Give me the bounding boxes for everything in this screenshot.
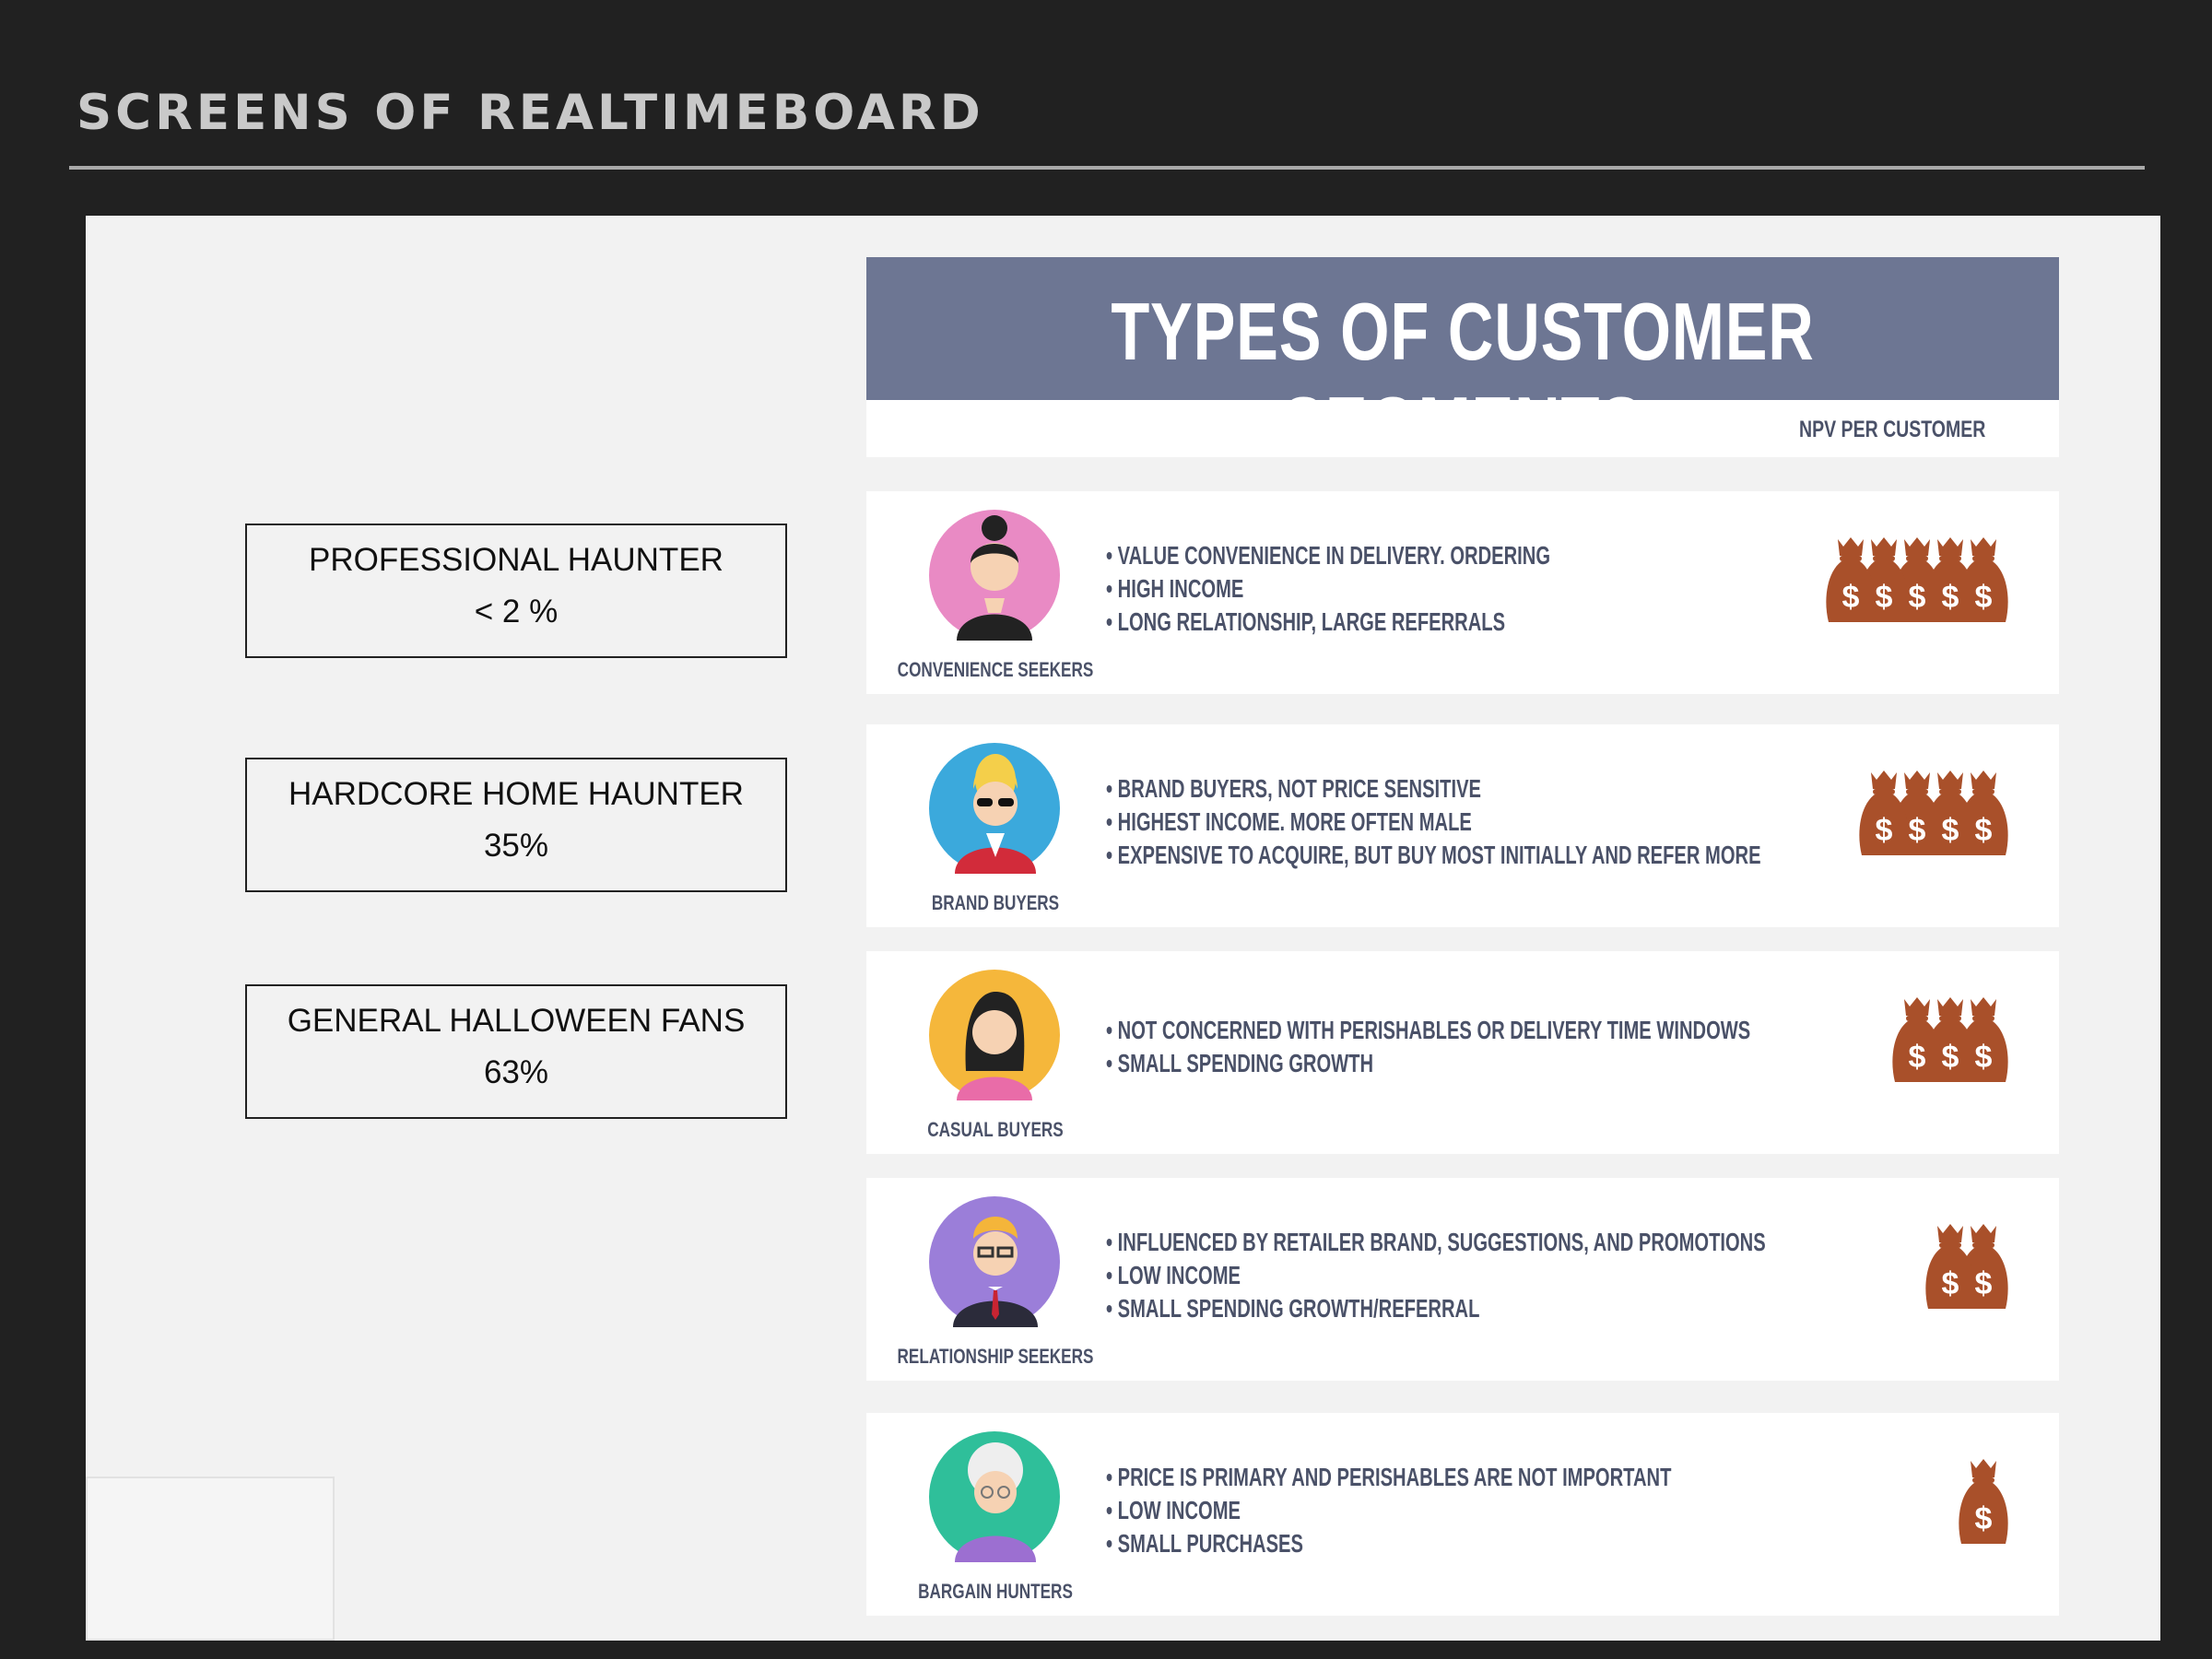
segment-caption: RELATIONSHIP SEEKERS (897, 1345, 1094, 1368)
bullet-list: BRAND BUYERS, NOT PRICE SENSITIVEHIGHEST… (1106, 772, 1761, 872)
svg-text:$: $ (1909, 580, 1926, 615)
infographic-header: TYPES OF CUSTOMER SEGMENTS (866, 257, 2059, 471)
segment-caption: BRAND BUYERS (931, 891, 1060, 914)
svg-text:$: $ (1876, 813, 1893, 848)
money-bag-icon: $ (1826, 535, 1876, 628)
money-bag-icon: $ (1959, 1457, 2008, 1549)
segment-box-professional-haunter[interactable]: PROFESSIONAL HAUNTER < 2 % (245, 524, 787, 658)
bullet-item: NOT CONCERNED WITH PERISHABLES OR DELIVE… (1106, 1014, 1751, 1047)
svg-text:$: $ (1942, 1040, 1959, 1075)
svg-text:$: $ (1975, 580, 1993, 615)
segment-row-casual-buyers: CASUAL BUYERS NOT CONCERNED WITH PERISHA… (866, 951, 2059, 1154)
bullet-list: INFLUENCED BY RETAILER BRAND, SUGGESTION… (1106, 1226, 1766, 1325)
segment-row-relationship-seekers: RELATIONSHIP SEEKERS INFLUENCED BY RETAI… (866, 1178, 2059, 1381)
bullet-list: NOT CONCERNED WITH PERISHABLES OR DELIVE… (1106, 1014, 1751, 1080)
segment-row-bargain-hunters: BARGAIN HUNTERS PRICE IS PRIMARY AND PER… (866, 1413, 2059, 1616)
svg-text:$: $ (1975, 1040, 1993, 1075)
title-divider (69, 166, 2145, 170)
svg-text:$: $ (1975, 1266, 1993, 1301)
segment-percent: 35% (483, 828, 549, 864)
slide-title: SCREENS OF REALTIMEBOARD (76, 85, 984, 141)
bullet-list: VALUE CONVENIENCE IN DELIVERY. ORDERINGH… (1106, 539, 1550, 639)
segment-box-general-halloween-fans[interactable]: GENERAL HALLOWEEN FANS 63% (245, 984, 787, 1119)
svg-text:$: $ (1842, 580, 1860, 615)
bullet-item: HIGHEST INCOME. MORE OFTEN MALE (1106, 806, 1761, 839)
money-bag-icon: $ (1892, 995, 1942, 1088)
woman-long-hair-avatar-icon (929, 970, 1060, 1100)
segment-caption: CASUAL BUYERS (927, 1118, 1064, 1141)
bullet-item: PRICE IS PRIMARY AND PERISHABLES ARE NOT… (1106, 1461, 1672, 1494)
segment-caption: CONVENIENCE SEEKERS (897, 658, 1094, 681)
man-sunglasses-avatar-icon (929, 743, 1060, 874)
svg-text:$: $ (1909, 813, 1926, 848)
segment-name: PROFESSIONAL HAUNTER (309, 542, 724, 578)
bullet-item: VALUE CONVENIENCE IN DELIVERY. ORDERING (1106, 539, 1550, 572)
whiteboard-canvas[interactable]: PROFESSIONAL HAUNTER < 2 % HARDCORE HOME… (86, 216, 2160, 1641)
bullet-item: LOW INCOME (1106, 1259, 1766, 1292)
minimap-panel[interactable] (86, 1477, 335, 1641)
bullet-item: HIGH INCOME (1106, 572, 1550, 606)
segment-row-convenience-seekers: CONVENIENCE SEEKERS VALUE CONVENIENCE IN… (866, 491, 2059, 694)
bullet-item: SMALL PURCHASES (1106, 1527, 1671, 1560)
segment-name: HARDCORE HOME HAUNTER (288, 776, 744, 812)
svg-text:$: $ (1942, 813, 1959, 848)
svg-text:$: $ (1909, 1040, 1926, 1075)
elderly-woman-avatar-icon (929, 1431, 1060, 1562)
svg-text:$: $ (1975, 1501, 1993, 1536)
svg-text:$: $ (1975, 813, 1993, 848)
bullet-item: SMALL SPENDING GROWTH/REFERRAL (1106, 1292, 1766, 1325)
segment-caption: BARGAIN HUNTERS (918, 1580, 1073, 1603)
segment-percent: 63% (483, 1054, 549, 1090)
npv-money-bags: $ (1959, 1457, 2008, 1549)
npv-label: NPV PER CUSTOMER (1798, 417, 1985, 442)
svg-text:$: $ (1876, 580, 1893, 615)
bullet-list: PRICE IS PRIMARY AND PERISHABLES ARE NOT… (1106, 1461, 1672, 1560)
man-glasses-tie-avatar-icon (929, 1196, 1060, 1327)
bullet-item: SMALL SPENDING GROWTH (1106, 1047, 1750, 1080)
npv-money-bags: $ $ $ $ $ (1826, 535, 2008, 628)
bullet-item: INFLUENCED BY RETAILER BRAND, SUGGESTION… (1106, 1226, 1766, 1259)
svg-text:$: $ (1942, 1266, 1959, 1301)
svg-text:$: $ (1942, 580, 1959, 615)
segment-name: GENERAL HALLOWEEN FANS (287, 1003, 746, 1039)
bullet-item: EXPENSIVE TO ACQUIRE, BUT BUY MOST INITI… (1106, 839, 1761, 872)
segment-box-hardcore-home-haunter[interactable]: HARDCORE HOME HAUNTER 35% (245, 758, 787, 892)
bullet-item: LOW INCOME (1106, 1494, 1671, 1527)
bullet-item: BRAND BUYERS, NOT PRICE SENSITIVE (1106, 772, 1761, 806)
money-bag-icon: $ (1859, 769, 1909, 861)
segment-row-brand-buyers: BRAND BUYERS BRAND BUYERS, NOT PRICE SEN… (866, 724, 2059, 927)
bullet-item: LONG RELATIONSHIP, LARGE REFERRALS (1106, 606, 1550, 639)
npv-money-bags: $ $ (1925, 1222, 2008, 1314)
woman-bun-avatar-icon (929, 510, 1060, 641)
money-bag-icon: $ (1925, 1222, 1975, 1314)
npv-money-bags: $ $ $ (1892, 995, 2008, 1088)
npv-money-bags: $ $ $ $ (1859, 769, 2008, 861)
npv-header-row: NPV PER CUSTOMER (866, 400, 2059, 457)
segment-percent: < 2 % (474, 594, 559, 629)
